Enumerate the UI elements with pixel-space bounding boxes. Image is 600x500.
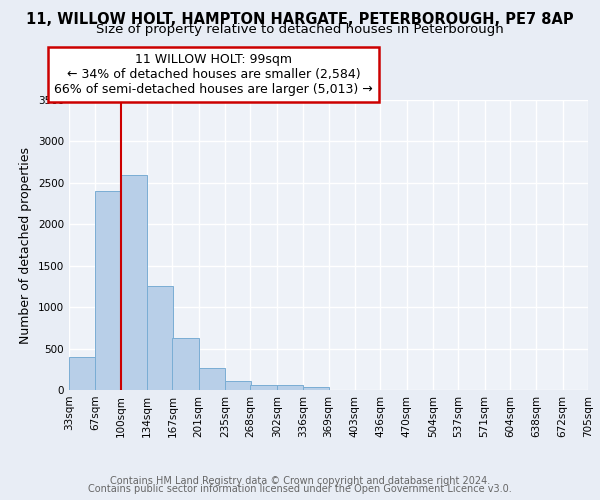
Bar [172, 338, 199, 390]
Text: 11 WILLOW HOLT: 99sqm
← 34% of detached houses are smaller (2,584)
66% of semi-d: 11 WILLOW HOLT: 99sqm ← 34% of detached … [54, 53, 373, 96]
Bar [225, 381, 251, 390]
Text: 11, WILLOW HOLT, HAMPTON HARGATE, PETERBOROUGH, PE7 8AP: 11, WILLOW HOLT, HAMPTON HARGATE, PETERB… [26, 12, 574, 28]
Y-axis label: Number of detached properties: Number of detached properties [19, 146, 32, 344]
Bar [121, 174, 147, 390]
Text: Contains HM Land Registry data © Crown copyright and database right 2024.: Contains HM Land Registry data © Crown c… [110, 476, 490, 486]
Bar [69, 357, 95, 390]
Bar [147, 286, 173, 390]
Bar [250, 385, 277, 390]
Bar [95, 191, 122, 390]
Text: Contains public sector information licensed under the Open Government Licence v3: Contains public sector information licen… [88, 484, 512, 494]
Text: Size of property relative to detached houses in Peterborough: Size of property relative to detached ho… [96, 22, 504, 36]
Bar [303, 386, 329, 390]
Bar [277, 385, 303, 390]
Bar [199, 368, 225, 390]
